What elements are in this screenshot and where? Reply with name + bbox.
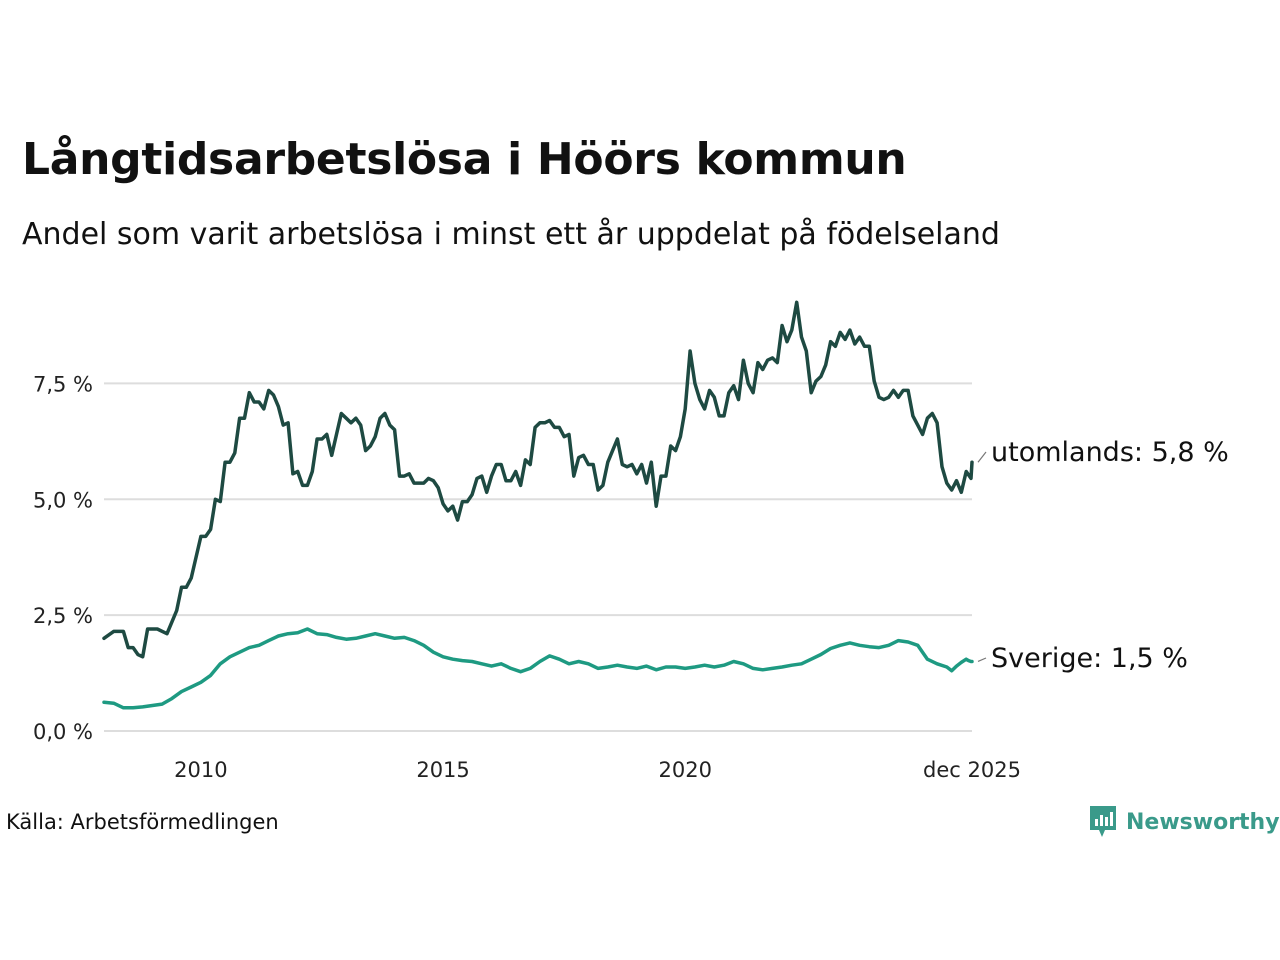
series-end-labels: utomlands: 5,8 % Sverige: 1,5 % (977, 437, 1229, 674)
series-label-connector (977, 451, 987, 463)
newsworthy-logo-icon (1090, 806, 1116, 837)
newsworthy-logo-text: Newsworthy (1126, 809, 1280, 835)
y-tick-label: 7,5 % (33, 372, 93, 396)
y-tick-label: 0,0 % (33, 720, 93, 744)
y-axis-tick-labels: 0,0 % 2,5 % 5,0 % 7,5 % (33, 372, 93, 744)
series-end-label: utomlands: 5,8 % (991, 437, 1229, 468)
x-tick-label: 2020 (659, 758, 712, 782)
line-chart: 0,0 % 2,5 % 5,0 % 7,5 % 2010 2015 2020 dec 202… (33, 300, 1229, 782)
x-axis-tick-labels: 2010 2015 2020 dec 2025 (174, 758, 1021, 782)
newsworthy-logo: Newsworthy (1088, 804, 1280, 840)
x-tick-label: 2015 (416, 758, 469, 782)
series-lines (102, 300, 974, 710)
grid-lines (104, 382, 972, 732)
y-tick-label: 5,0 % (33, 488, 93, 512)
chart-subtitle: Andel som varit arbetslösa i minst ett å… (22, 217, 1000, 252)
series-end-label: Sverige: 1,5 % (991, 643, 1188, 674)
source-note: Källa: Arbetsförmedlingen (6, 810, 279, 834)
x-tick-label: 2010 (174, 758, 227, 782)
series-label-connector (977, 657, 987, 663)
series-line-sverige (102, 627, 974, 710)
y-tick-label: 2,5 % (33, 604, 93, 628)
chart-title: Långtidsarbetslösa i Höörs kommun (22, 134, 907, 185)
series-line-utomlands (102, 300, 974, 659)
x-tick-label: dec 2025 (923, 758, 1021, 782)
